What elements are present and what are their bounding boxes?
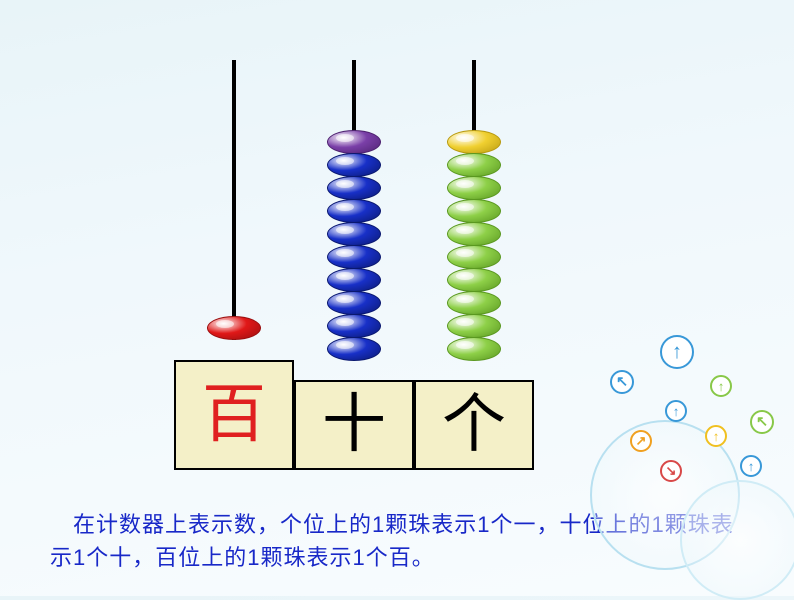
- abacus-rod: [232, 60, 236, 340]
- bead: [447, 291, 501, 315]
- bead: [447, 176, 501, 200]
- bead: [327, 314, 381, 338]
- bead: [327, 268, 381, 292]
- bead: [327, 153, 381, 177]
- bead: [447, 314, 501, 338]
- place-value-label-ones: 个: [414, 380, 534, 470]
- bead: [327, 291, 381, 315]
- abacus-column-hundreds: 百: [174, 60, 294, 480]
- background-circle: [680, 480, 794, 600]
- place-value-label-tens: 十: [294, 380, 414, 470]
- arrow-icon: ↑: [710, 375, 732, 397]
- bead: [327, 176, 381, 200]
- bead: [447, 153, 501, 177]
- abacus-diagram: 百十个: [174, 60, 554, 480]
- beads-stack: [324, 130, 384, 360]
- arrow-icon: ↑: [705, 425, 727, 447]
- arrow-icon: ↘: [660, 460, 682, 482]
- bead: [447, 337, 501, 361]
- place-value-label-hundreds: 百: [174, 360, 294, 470]
- bead: [327, 130, 381, 154]
- bead: [207, 316, 261, 340]
- beads-stack: [204, 316, 264, 339]
- bead: [327, 245, 381, 269]
- abacus-column-tens: 十: [294, 60, 414, 480]
- arrow-icon: ↑: [740, 455, 762, 477]
- arrow-icon: ↗: [630, 430, 652, 452]
- bead: [447, 245, 501, 269]
- arrow-icon: ↑: [660, 335, 694, 369]
- bead: [327, 222, 381, 246]
- arrow-icon: ↖: [610, 370, 634, 394]
- bead: [447, 222, 501, 246]
- arrow-icon: ↑: [665, 400, 687, 422]
- bead: [447, 199, 501, 223]
- beads-stack: [444, 130, 504, 360]
- arrow-icon: ↖: [750, 410, 774, 434]
- bead: [327, 337, 381, 361]
- bead: [447, 268, 501, 292]
- bead: [447, 130, 501, 154]
- abacus-column-ones: 个: [414, 60, 534, 480]
- bead: [327, 199, 381, 223]
